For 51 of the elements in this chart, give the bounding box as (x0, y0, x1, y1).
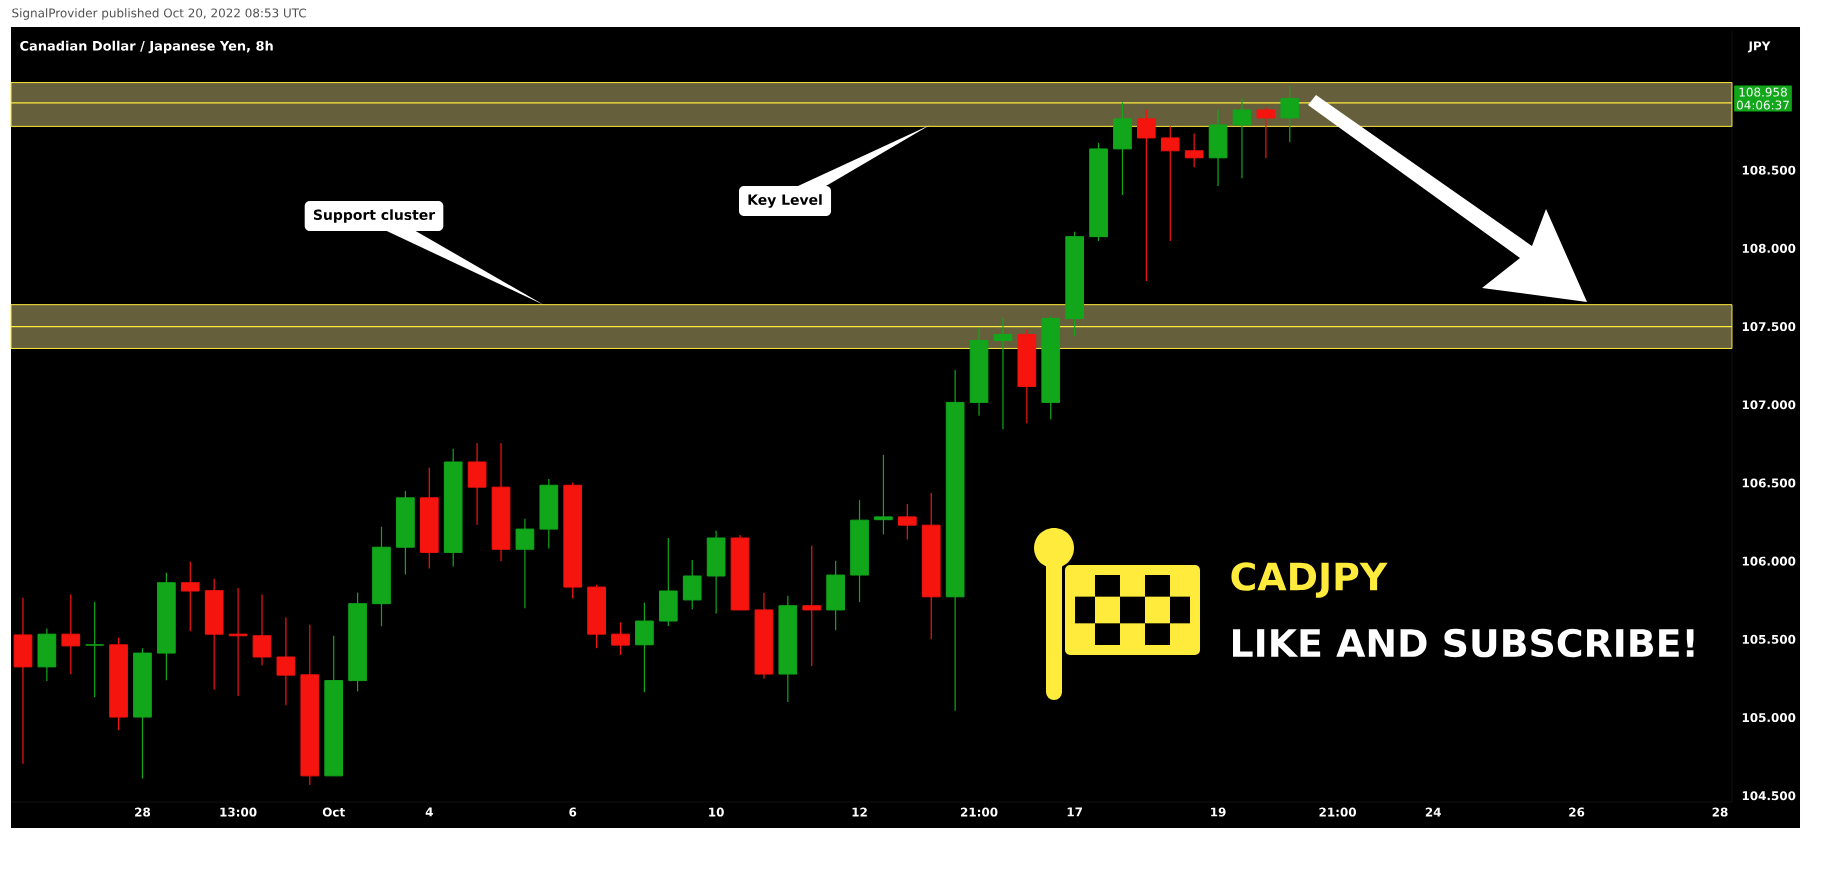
annotation: LIKE AND SUBSCRIBE! (1233, 628, 1694, 658)
candlestick (635, 602, 654, 693)
candlestick (874, 454, 893, 535)
candlestick (276, 616, 296, 706)
text: SignalProvider published Oct 20, 2022 08:53 UTC (12, 8, 307, 20)
candlestick (85, 601, 105, 698)
annotation: Support cluster (313, 209, 436, 223)
y-tick-label: 107.500 (1742, 322, 1796, 332)
x-tick-label: 4 (425, 807, 433, 817)
candlestick (1160, 125, 1180, 242)
x-tick-label: 24 (1425, 807, 1441, 817)
candlestick (1137, 109, 1156, 282)
x-tick-label: 13:00 (220, 807, 257, 817)
candlestick (1184, 132, 1204, 168)
candlestick (897, 503, 917, 540)
candlestick (993, 317, 1013, 430)
x-tick-label: 28 (1712, 807, 1728, 817)
y-tick-label: 108.500 (1742, 165, 1796, 175)
x-tick-label: 17 (1067, 807, 1083, 817)
candlestick (61, 594, 81, 675)
candlestick (682, 559, 702, 610)
text: 04:06:37 (1736, 100, 1789, 110)
y-tick-label: 104.500 (1742, 791, 1796, 801)
x-tick-label: 28 (135, 807, 151, 817)
candlestick (1256, 106, 1276, 159)
candlestick (515, 518, 535, 609)
y-tick-label: 107.000 (1742, 400, 1796, 410)
y-tick-label: 108.000 (1742, 243, 1796, 253)
candlestick (180, 561, 200, 632)
text: Canadian Dollar / Japanese Yen, 8h (20, 40, 273, 54)
x-tick-label: 21:00 (960, 807, 998, 817)
text: 108.958 (1739, 87, 1787, 97)
x-tick-label: 10 (709, 807, 724, 817)
x-tick-label: 12 (852, 807, 867, 817)
annotation: Key Level (748, 194, 822, 208)
x-tick-label: 19 (1211, 807, 1226, 817)
x-tick-label: 21:00 (1319, 807, 1357, 817)
annotation: CADJPY (1231, 562, 1388, 598)
y-tick-label: 106.000 (1742, 556, 1796, 566)
y-tick-label: 106.500 (1742, 478, 1796, 488)
candlestick (1232, 97, 1252, 179)
y-tick-label: 105.500 (1742, 634, 1796, 644)
candlestick (252, 594, 272, 666)
y-tick-label: 105.000 (1742, 713, 1796, 723)
candlestick (611, 621, 630, 656)
candlestick (1280, 85, 1300, 143)
y-axis-title: JPY (1747, 41, 1771, 53)
candlestick (802, 545, 822, 667)
x-tick-label: 26 (1569, 807, 1585, 817)
x-tick-label: Oct (322, 807, 345, 817)
x-tick-label: 6 (569, 807, 577, 817)
